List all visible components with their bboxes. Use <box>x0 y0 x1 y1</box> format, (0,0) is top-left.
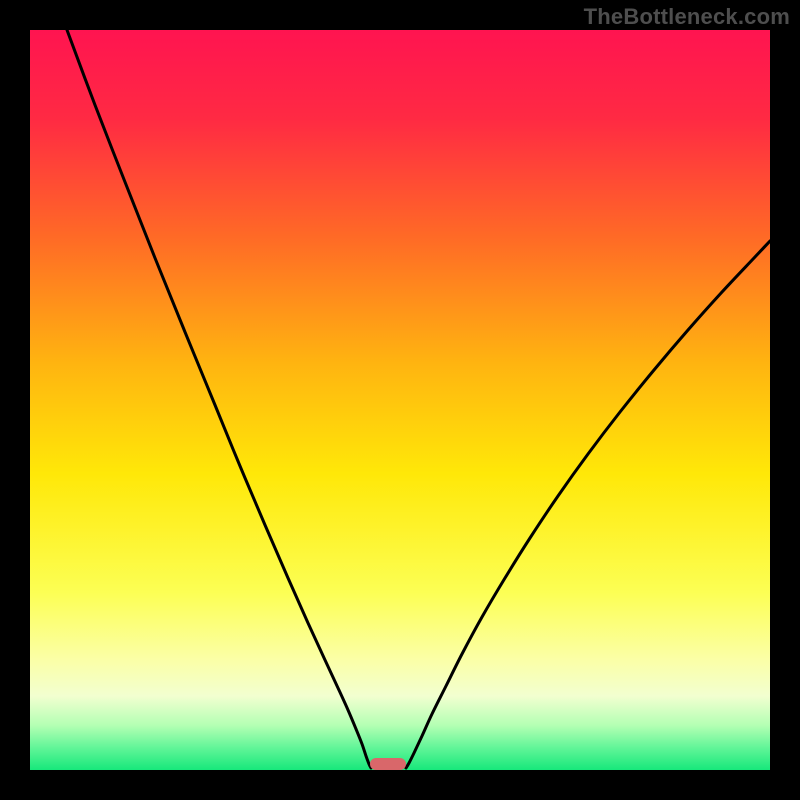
chart-svg <box>30 30 770 770</box>
watermark-text: TheBottleneck.com <box>584 4 790 30</box>
plot-area <box>30 30 770 770</box>
chart-frame: TheBottleneck.com <box>0 0 800 800</box>
gradient-background <box>30 30 770 770</box>
bottleneck-marker <box>370 758 406 770</box>
